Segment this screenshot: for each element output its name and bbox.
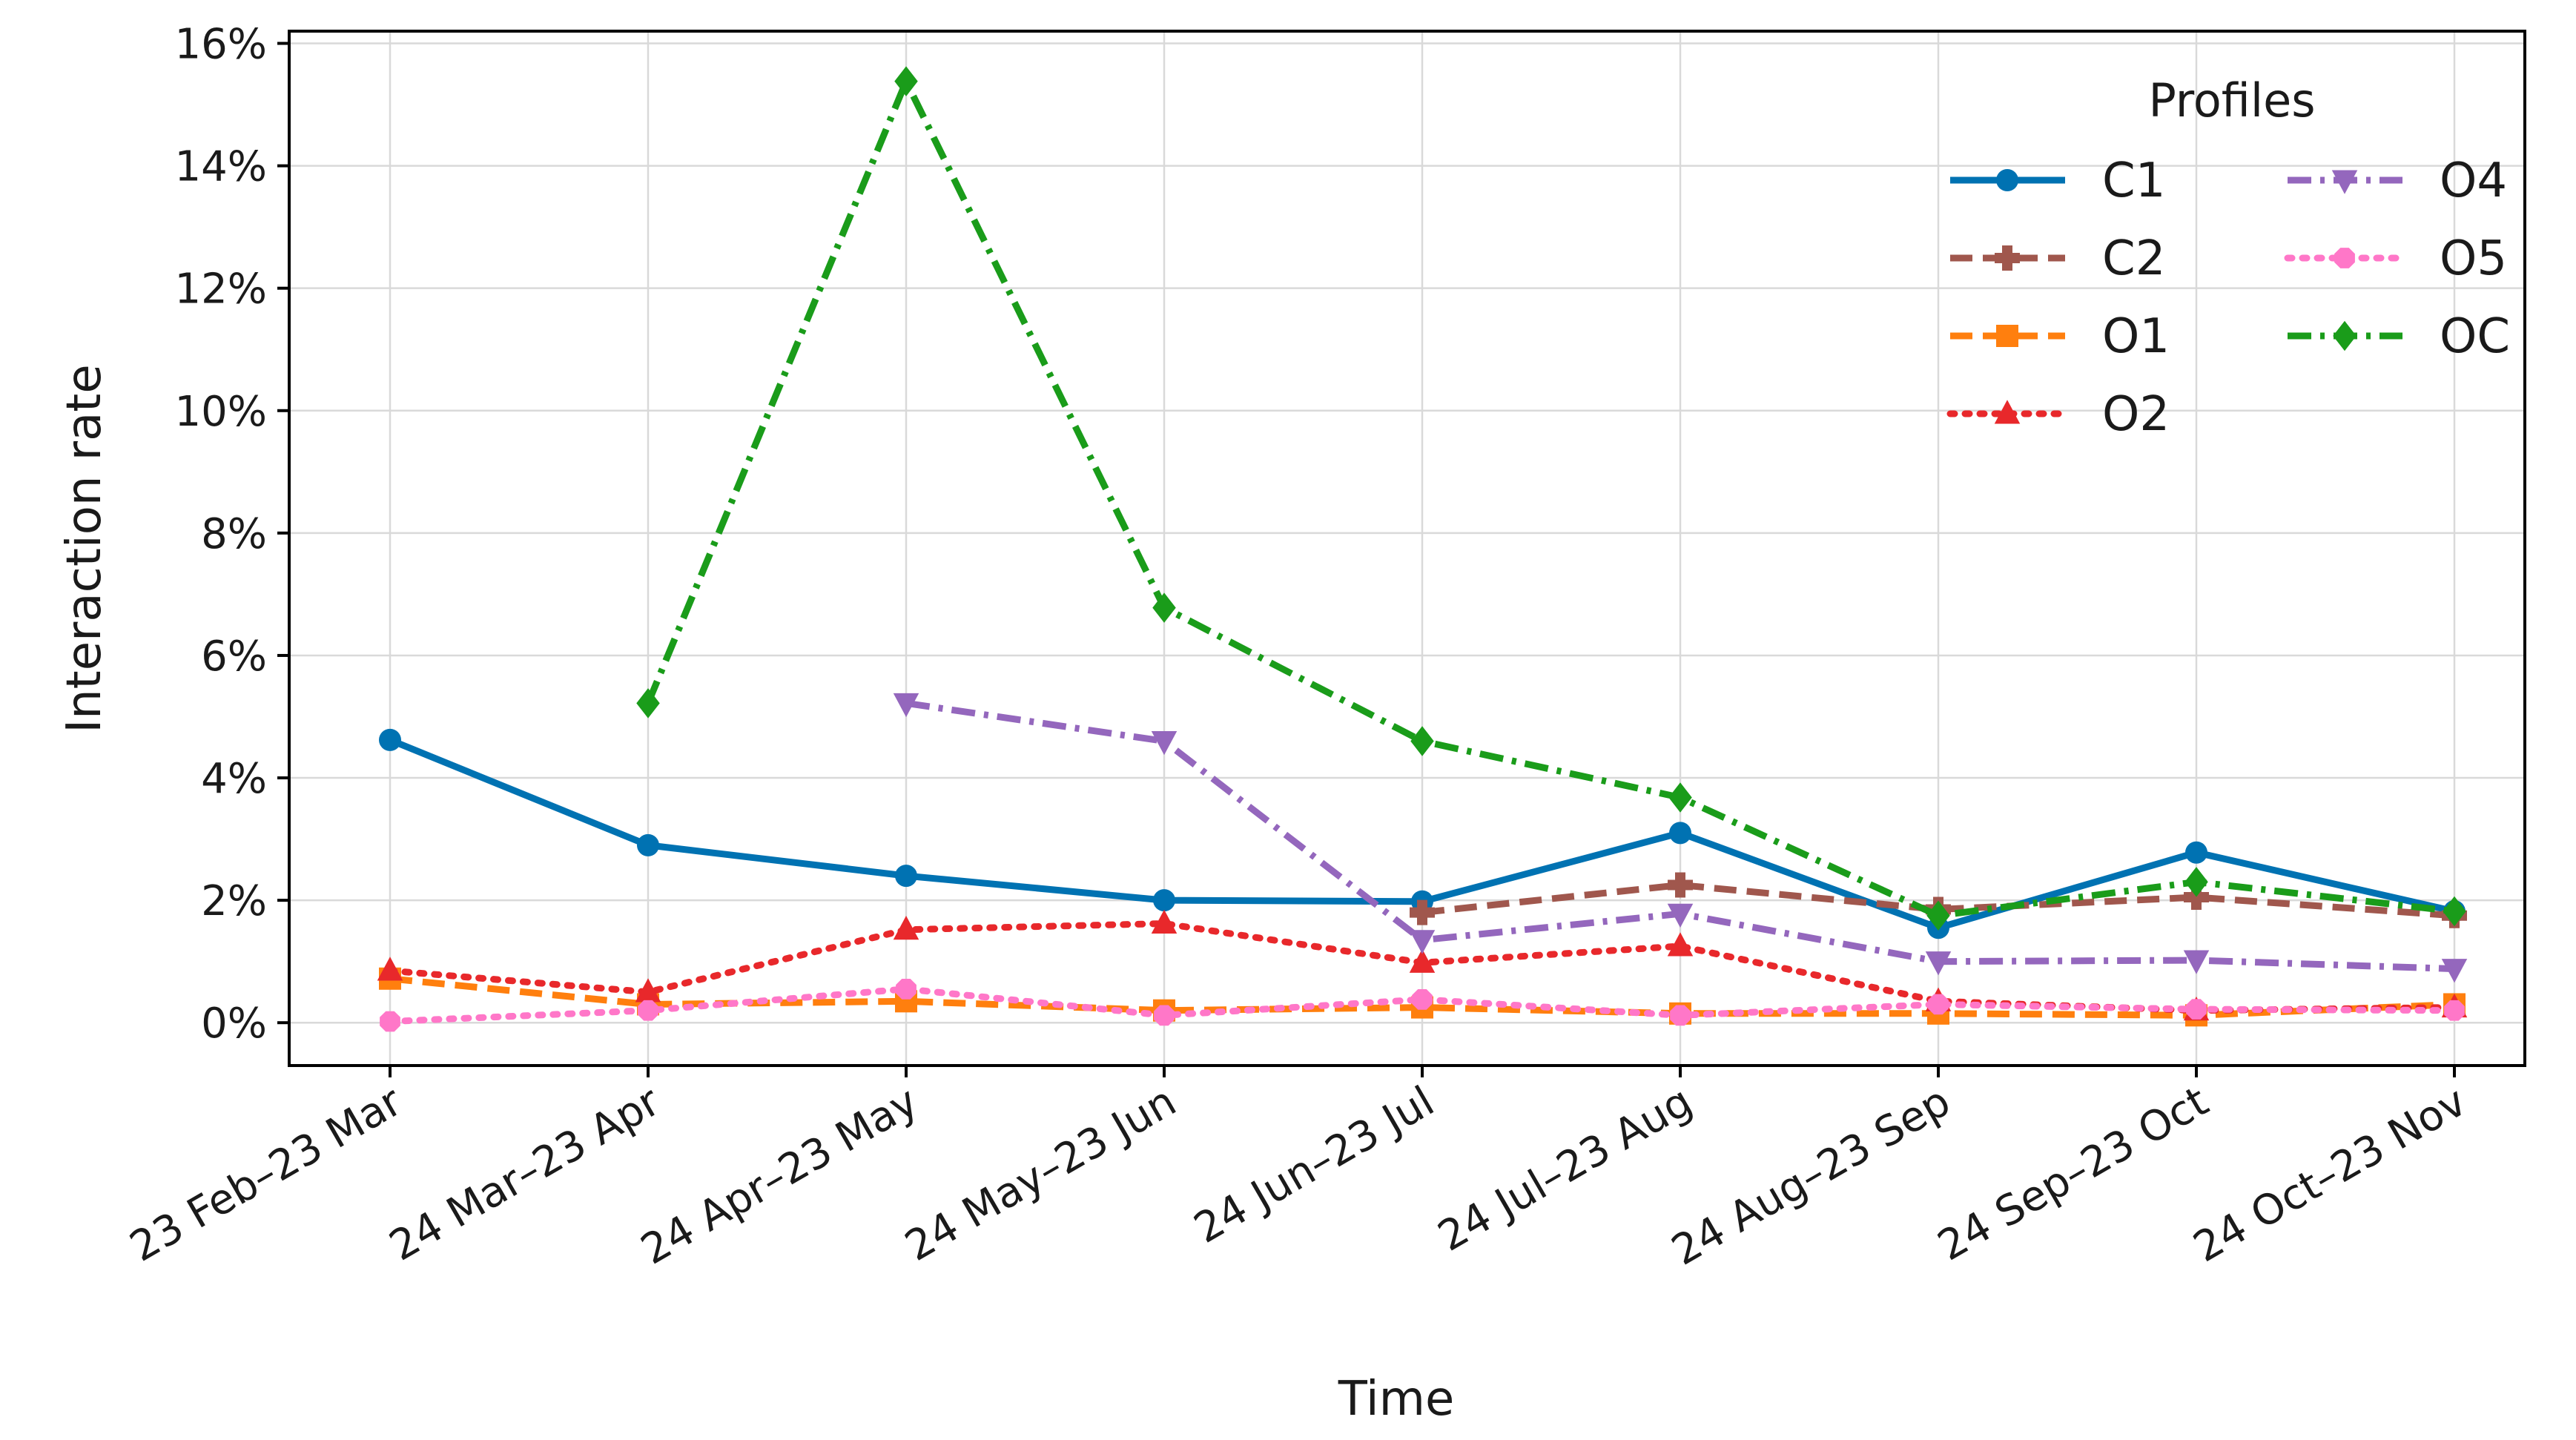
data-point-o5 bbox=[380, 1011, 400, 1032]
legend-marker-c1 bbox=[1996, 169, 2018, 191]
data-point-o2 bbox=[893, 916, 919, 940]
data-point-o2 bbox=[1151, 909, 1178, 934]
data-point-oc bbox=[1668, 782, 1692, 813]
legend-label-o1: O1 bbox=[2102, 309, 2170, 364]
data-point-c2 bbox=[1410, 899, 1435, 925]
data-point-o2 bbox=[1667, 932, 1694, 957]
legend-label-c1: C1 bbox=[2102, 153, 2165, 208]
x-tick-label: 24 Jul–23 Aug bbox=[1430, 1077, 1700, 1261]
plot-frame bbox=[288, 30, 2526, 1067]
data-point-o4 bbox=[893, 693, 919, 718]
x-tick-label: 24 Mar–23 Apr bbox=[382, 1077, 669, 1270]
x-tick-label: 23 Feb–23 Mar bbox=[122, 1077, 411, 1271]
y-tick-label: 0% bbox=[201, 1000, 267, 1048]
x-tick-label: 24 Sep–23 Oct bbox=[1930, 1077, 2216, 1271]
series-o5 bbox=[380, 979, 2465, 1032]
legend-item-o5: O5 bbox=[2284, 231, 2507, 286]
data-point-o4 bbox=[2183, 950, 2210, 974]
data-point-o5 bbox=[1928, 994, 1949, 1015]
grid-lines bbox=[289, 31, 2525, 1066]
plot-area-border bbox=[288, 30, 2526, 1067]
data-point-c1 bbox=[1153, 889, 1175, 912]
data-point-c2 bbox=[1668, 872, 1693, 898]
legend-marker-o1 bbox=[1996, 325, 2018, 347]
y-tick-label: 10% bbox=[175, 388, 267, 436]
legend-item-oc: OC bbox=[2288, 309, 2510, 364]
y-tick-label: 4% bbox=[201, 755, 267, 803]
legend-marker-c2 bbox=[1995, 245, 2020, 271]
x-axis-label: Time bbox=[1338, 1372, 1455, 1427]
data-point-o4 bbox=[1667, 903, 1694, 928]
y-axis-label: Interaction rate bbox=[57, 364, 112, 733]
data-point-o2 bbox=[377, 957, 403, 981]
series-lines bbox=[377, 66, 2468, 1032]
legend-item-o4: O4 bbox=[2288, 153, 2507, 208]
x-tick-label: 24 Apr–23 May bbox=[633, 1077, 926, 1275]
data-point-o5 bbox=[2186, 999, 2207, 1020]
data-point-oc bbox=[636, 688, 660, 719]
legend-marker-o4 bbox=[2331, 170, 2358, 194]
legend-label-o5: O5 bbox=[2440, 231, 2507, 286]
x-tick-label: 24 Jun–23 Jul bbox=[1186, 1077, 1442, 1253]
series-line-oc bbox=[644, 78, 2455, 919]
data-point-o4 bbox=[1409, 930, 1436, 954]
data-point-c1 bbox=[379, 728, 401, 751]
x-tick-label: 24 May–23 Jun bbox=[897, 1077, 1184, 1271]
data-point-o5 bbox=[1154, 1005, 1175, 1026]
legend-title: Profiles bbox=[2148, 73, 2315, 128]
y-tick-label: 2% bbox=[201, 877, 267, 925]
data-point-o5 bbox=[896, 979, 917, 1000]
legend-label-oc: OC bbox=[2440, 309, 2510, 364]
data-point-o5 bbox=[1670, 1005, 1691, 1026]
legend-item-o2: O2 bbox=[1946, 387, 2170, 442]
data-point-c1 bbox=[895, 865, 917, 888]
x-tick-label: 24 Oct–23 Nov bbox=[2185, 1077, 2474, 1272]
y-tick-label: 12% bbox=[175, 265, 267, 314]
data-point-c1 bbox=[1669, 822, 1691, 845]
data-point-o5 bbox=[1412, 989, 1433, 1010]
series-line-c2 bbox=[1421, 882, 2455, 919]
data-point-oc bbox=[2184, 867, 2208, 897]
data-point-o5 bbox=[638, 1000, 658, 1021]
data-point-c2 bbox=[2184, 885, 2209, 911]
data-point-oc bbox=[2443, 896, 2466, 927]
data-point-oc bbox=[1152, 592, 1176, 623]
y-axis: 0% 2% 4% 6% 8% 10% 12% 14% 16% bbox=[175, 21, 289, 1048]
x-tick-label: 24 Aug–23 Sep bbox=[1664, 1077, 1958, 1275]
legend: Profiles C1 C2 O1 O2 O4 O5 OC bbox=[1946, 73, 2510, 442]
series-oc bbox=[636, 66, 2466, 931]
legend-label-c2: C2 bbox=[2102, 231, 2165, 286]
series-o4 bbox=[893, 693, 2468, 983]
legend-marker-o2 bbox=[1994, 400, 2021, 424]
data-point-o2 bbox=[635, 978, 661, 1003]
legend-item-c1: C1 bbox=[1950, 153, 2165, 208]
data-point-c1 bbox=[2185, 841, 2207, 864]
data-point-o4 bbox=[2441, 959, 2468, 983]
data-point-oc bbox=[894, 66, 918, 96]
data-point-o4 bbox=[1151, 731, 1178, 756]
legend-label-o2: O2 bbox=[2102, 387, 2170, 442]
y-tick-label: 16% bbox=[175, 21, 267, 69]
data-point-oc bbox=[1410, 726, 1434, 756]
legend-marker-o5 bbox=[2334, 248, 2355, 268]
legend-item-c2: C2 bbox=[1950, 231, 2165, 286]
y-tick-label: 8% bbox=[201, 510, 267, 558]
data-point-o5 bbox=[2444, 1000, 2465, 1021]
data-point-o2 bbox=[1409, 948, 1436, 973]
y-tick-label: 6% bbox=[201, 633, 267, 681]
legend-marker-oc bbox=[2333, 320, 2357, 351]
data-point-o4 bbox=[1925, 951, 1952, 976]
data-point-oc bbox=[1926, 900, 1950, 931]
data-point-c1 bbox=[637, 833, 659, 856]
y-tick-label: 14% bbox=[175, 143, 267, 191]
legend-item-o1: O1 bbox=[1950, 309, 2170, 364]
legend-label-o4: O4 bbox=[2440, 153, 2507, 208]
